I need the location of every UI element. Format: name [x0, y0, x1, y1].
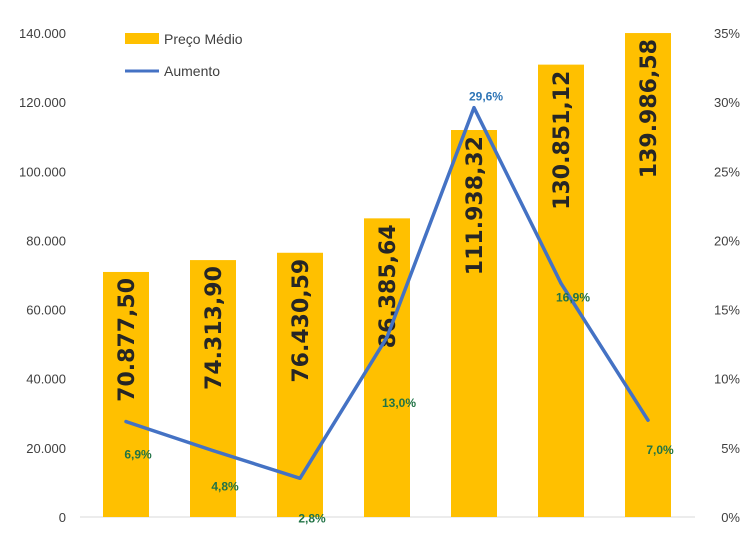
- right-tick-label: 15%: [714, 303, 740, 318]
- bar-value-label: 76.430,59: [289, 259, 314, 383]
- right-y-axis: 0% 5% 10% 15% 20% 25% 30% 35%: [714, 26, 740, 525]
- left-tick-label: 140.000: [19, 26, 66, 41]
- left-tick-label: 0: [59, 510, 66, 525]
- right-tick-label: 5%: [721, 441, 740, 456]
- bar-value-label: 74.313,90: [202, 266, 227, 390]
- line-point: [124, 420, 128, 424]
- line-value-label: 7,0%: [646, 443, 674, 457]
- bar-value-label: 139.986,58: [637, 39, 662, 178]
- right-tick-label: 10%: [714, 372, 740, 387]
- bar-data-labels: 70.877,50 74.313,90 76.430,59 86.385,64 111.…: [115, 39, 662, 402]
- left-tick-label: 40.000: [26, 372, 66, 387]
- bar: [103, 271, 149, 517]
- bar-value-label: 130.851,12: [550, 71, 575, 210]
- line-data-labels: 6,9% 4,8% 2,8% 13,0% 29,6% 16,9% 7,0%: [124, 90, 674, 526]
- line-value-label: 16,9%: [556, 290, 590, 304]
- bar: [451, 130, 497, 517]
- bar-value-label: 111.938,32: [463, 136, 488, 275]
- legend: Preço Médio Aumento: [125, 31, 243, 79]
- left-tick-label: 60.000: [26, 303, 66, 318]
- bar-value-label: 86.385,64: [376, 224, 401, 348]
- line-point: [472, 106, 476, 110]
- line-series-aumento: [124, 105, 650, 481]
- left-tick-label: 20.000: [26, 441, 66, 456]
- right-tick-label: 0%: [721, 510, 740, 525]
- legend-swatch-preco-medio: [125, 33, 159, 44]
- legend-label-preco-medio: Preço Médio: [164, 31, 243, 47]
- right-tick-label: 25%: [714, 164, 740, 179]
- left-tick-label: 100.000: [19, 164, 66, 179]
- bar: [190, 260, 236, 517]
- line-point: [211, 449, 215, 453]
- right-tick-label: 20%: [714, 233, 740, 248]
- bar: [538, 64, 584, 518]
- line-point: [559, 281, 563, 285]
- legend-label-aumento: Aumento: [164, 63, 220, 79]
- line-value-label: 4,8%: [211, 480, 239, 494]
- line-value-label: 6,9%: [124, 448, 152, 462]
- right-tick-label: 35%: [714, 26, 740, 41]
- line-value-label: 29,6%: [469, 90, 503, 104]
- line-value-label: 13,0%: [382, 396, 416, 410]
- bar-series-preco-medio: [103, 33, 671, 518]
- left-tick-label: 80.000: [26, 233, 66, 248]
- line-point: [646, 418, 650, 422]
- bar: [625, 33, 671, 518]
- line-value-label: 2,8%: [298, 511, 326, 525]
- line-point: [298, 476, 302, 480]
- bar: [364, 218, 410, 517]
- left-tick-label: 120.000: [19, 95, 66, 110]
- right-tick-label: 30%: [714, 95, 740, 110]
- bar-value-label: 70.877,50: [115, 278, 140, 402]
- line-point: [385, 335, 389, 339]
